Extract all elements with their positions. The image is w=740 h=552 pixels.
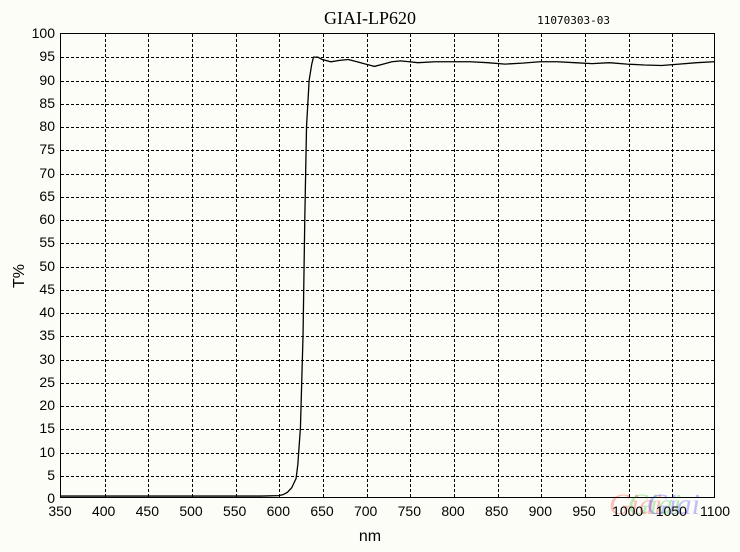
x-tick-label: 500	[179, 503, 202, 519]
x-tick-label: 750	[398, 503, 421, 519]
grid-line-horizontal	[61, 476, 714, 477]
x-tick-label: 850	[485, 503, 508, 519]
grid-line-horizontal	[61, 429, 714, 430]
y-tick-label: 75	[25, 141, 55, 157]
x-tick-label: 450	[136, 503, 159, 519]
y-tick-label: 50	[25, 258, 55, 274]
chart-container: GIAI-LP620 11070303-03 T% nm Giai Giai G…	[0, 0, 740, 552]
y-tick-label: 100	[25, 25, 55, 41]
x-tick-label: 950	[572, 503, 595, 519]
x-tick-label: 600	[267, 503, 290, 519]
grid-line-horizontal	[61, 81, 714, 82]
grid-line-horizontal	[61, 197, 714, 198]
grid-line-horizontal	[61, 290, 714, 291]
x-tick-label: 1050	[656, 503, 687, 519]
grid-line-horizontal	[61, 383, 714, 384]
grid-line-horizontal	[61, 57, 714, 58]
grid-line-horizontal	[61, 150, 714, 151]
x-tick-label: 800	[441, 503, 464, 519]
chart-title: GIAI-LP620	[324, 8, 416, 29]
y-tick-label: 25	[25, 374, 55, 390]
x-tick-label: 400	[92, 503, 115, 519]
grid-line-horizontal	[61, 313, 714, 314]
y-tick-label: 65	[25, 188, 55, 204]
y-tick-label: 20	[25, 397, 55, 413]
grid-line-horizontal	[61, 104, 714, 105]
grid-line-horizontal	[61, 243, 714, 244]
y-tick-label: 60	[25, 211, 55, 227]
y-tick-label: 85	[25, 95, 55, 111]
grid-line-horizontal	[61, 336, 714, 337]
plot-area	[60, 33, 715, 498]
y-tick-label: 55	[25, 234, 55, 250]
grid-line-horizontal	[61, 453, 714, 454]
y-tick-label: 40	[25, 304, 55, 320]
y-tick-label: 80	[25, 118, 55, 134]
x-tick-label: 550	[223, 503, 246, 519]
grid-line-horizontal	[61, 220, 714, 221]
grid-line-horizontal	[61, 174, 714, 175]
grid-line-horizontal	[61, 267, 714, 268]
x-tick-label: 650	[310, 503, 333, 519]
chart-subtitle: 11070303-03	[537, 14, 610, 27]
y-tick-label: 95	[25, 48, 55, 64]
y-tick-label: 0	[25, 490, 55, 506]
y-tick-label: 45	[25, 281, 55, 297]
x-tick-label: 1100	[700, 503, 730, 519]
y-tick-label: 5	[25, 467, 55, 483]
y-tick-label: 70	[25, 165, 55, 181]
x-axis-label: nm	[359, 528, 381, 546]
x-tick-label: 900	[529, 503, 552, 519]
y-tick-label: 10	[25, 444, 55, 460]
y-tick-label: 30	[25, 351, 55, 367]
y-tick-label: 90	[25, 72, 55, 88]
grid-line-horizontal	[61, 360, 714, 361]
x-tick-label: 700	[354, 503, 377, 519]
x-tick-label: 1000	[612, 503, 643, 519]
grid-line-horizontal	[61, 127, 714, 128]
y-tick-label: 35	[25, 327, 55, 343]
y-tick-label: 15	[25, 420, 55, 436]
grid-line-horizontal	[61, 406, 714, 407]
